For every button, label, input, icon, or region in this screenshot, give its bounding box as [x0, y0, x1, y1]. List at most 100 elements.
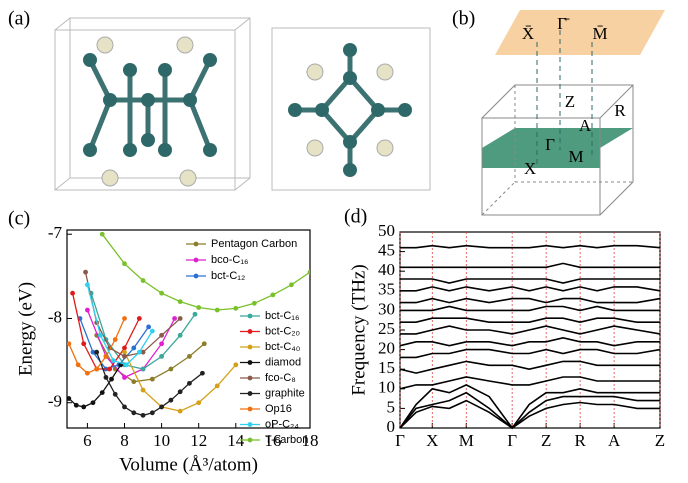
point	[150, 410, 155, 415]
point	[146, 324, 151, 329]
point	[100, 232, 105, 237]
point	[85, 282, 90, 287]
x-tick-label: Z	[541, 431, 551, 450]
point	[122, 316, 127, 321]
legend-marker	[194, 242, 199, 247]
point	[168, 367, 173, 372]
point	[159, 341, 164, 346]
legend-marker	[248, 422, 253, 427]
figure: (a) (b)	[0, 0, 688, 483]
x-axis-label: Volume (Å³/atom)	[119, 454, 258, 475]
legend-marker	[248, 314, 253, 319]
point	[122, 354, 127, 359]
band	[400, 299, 660, 303]
legend-label: bco-C₁₆	[211, 254, 249, 266]
panel-label: (c)	[8, 208, 30, 230]
point	[141, 278, 146, 283]
bz-label: R	[614, 101, 626, 120]
legend-label: diamod	[265, 356, 301, 368]
panel-label: (d)	[344, 206, 367, 228]
point	[111, 358, 116, 363]
y-tick-label: 20	[378, 339, 395, 358]
point	[122, 261, 127, 266]
point	[70, 291, 75, 296]
point	[83, 270, 88, 275]
legend-label: Pentagon Carbon	[211, 238, 297, 250]
point	[200, 371, 205, 376]
x-tick-label: 10	[153, 431, 170, 450]
point	[233, 362, 238, 367]
point	[289, 282, 294, 287]
point	[252, 301, 257, 306]
y-tick-label: 25	[378, 319, 395, 338]
point	[141, 413, 146, 418]
y-tick-label: 10	[378, 378, 395, 397]
point	[122, 346, 127, 351]
point	[66, 396, 71, 401]
y-axis-label: Energy (eV)	[15, 282, 36, 376]
point	[124, 362, 129, 367]
legend-label: bct-C₁₆	[265, 310, 299, 322]
point	[107, 367, 112, 372]
band	[400, 393, 660, 428]
band	[400, 279, 660, 283]
point	[178, 389, 183, 394]
point	[137, 316, 142, 321]
bz-label: Γ	[545, 135, 555, 154]
bz-label: M	[568, 147, 583, 166]
point	[100, 390, 105, 395]
legend-label: oP-C₂₄	[265, 418, 299, 430]
point	[187, 381, 192, 386]
point	[150, 377, 155, 382]
x-tick-label: Z	[655, 431, 665, 450]
legend-marker	[248, 329, 253, 334]
x-tick-label: 6	[83, 431, 92, 450]
band	[400, 307, 660, 311]
legend-marker	[248, 438, 253, 443]
point	[94, 350, 99, 355]
point	[178, 409, 183, 414]
x-tick-label: M	[459, 431, 474, 450]
band	[400, 287, 660, 291]
y-tick-label: 40	[378, 260, 395, 279]
legend-marker	[248, 407, 253, 412]
point	[85, 371, 90, 376]
y-tick-label: 0	[387, 417, 396, 436]
point	[94, 367, 99, 372]
band	[400, 350, 660, 358]
legend-label: fco-C₈	[265, 372, 296, 384]
point	[113, 337, 118, 342]
point	[141, 388, 146, 393]
structure-a-top	[272, 28, 430, 190]
band	[400, 361, 660, 373]
point	[196, 305, 201, 310]
point	[159, 405, 164, 410]
page: (a) (b)	[0, 0, 688, 483]
point	[81, 341, 86, 346]
point	[150, 329, 155, 334]
legend-label: T-carbon	[265, 434, 308, 446]
point	[104, 375, 109, 380]
point	[196, 400, 201, 405]
series-line	[125, 352, 236, 411]
x-tick-label: Γ	[395, 431, 405, 450]
panel-label: (a)	[8, 8, 30, 30]
bz-label: M̄	[592, 24, 607, 43]
point	[215, 308, 220, 313]
x-tick-label: 12	[190, 431, 207, 450]
y-tick-label: 45	[378, 241, 395, 260]
legend-marker	[194, 274, 199, 279]
point	[66, 341, 71, 346]
band	[400, 377, 660, 389]
y-tick-label: 35	[378, 280, 395, 299]
point	[109, 377, 114, 382]
point	[193, 312, 198, 317]
point	[104, 354, 109, 359]
bz-label: Z	[565, 92, 575, 111]
legend-label: graphite	[265, 387, 305, 399]
point	[98, 333, 103, 338]
point	[215, 383, 220, 388]
point	[141, 367, 146, 372]
structure-a	[55, 18, 250, 190]
point	[85, 308, 90, 313]
